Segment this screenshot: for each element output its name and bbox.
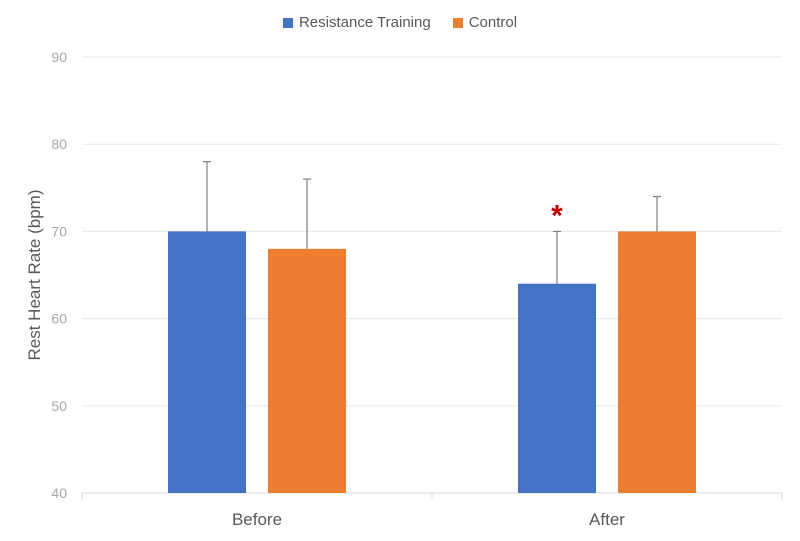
legend-swatch-resistance-training — [282, 17, 293, 28]
bar-resistance-training-after — [518, 283, 596, 493]
x-tick-label: After — [589, 510, 625, 529]
y-axis-label: Rest Heart Rate (bpm) — [25, 190, 44, 361]
y-tick-label: 90 — [51, 49, 67, 65]
y-tick-label: 60 — [51, 311, 67, 327]
y-tick-label: 80 — [51, 136, 67, 152]
legend-item-resistance-training: Resistance Training — [282, 14, 431, 31]
y-tick-label: 70 — [51, 223, 67, 239]
legend-swatch-control — [452, 17, 463, 28]
bar-control-before — [268, 248, 346, 493]
significance-marker: * — [551, 199, 563, 232]
legend: Resistance Training Control — [0, 14, 800, 31]
bar-control-after — [618, 231, 696, 493]
legend-label-control: Control — [468, 14, 518, 31]
bar-resistance-training-before — [168, 231, 246, 493]
legend-item-control: Control — [452, 14, 518, 31]
legend-label-resistance-training: Resistance Training — [298, 14, 431, 31]
y-tick-label: 40 — [51, 485, 67, 501]
y-tick-label: 50 — [51, 398, 67, 414]
x-tick-label: Before — [232, 510, 282, 529]
